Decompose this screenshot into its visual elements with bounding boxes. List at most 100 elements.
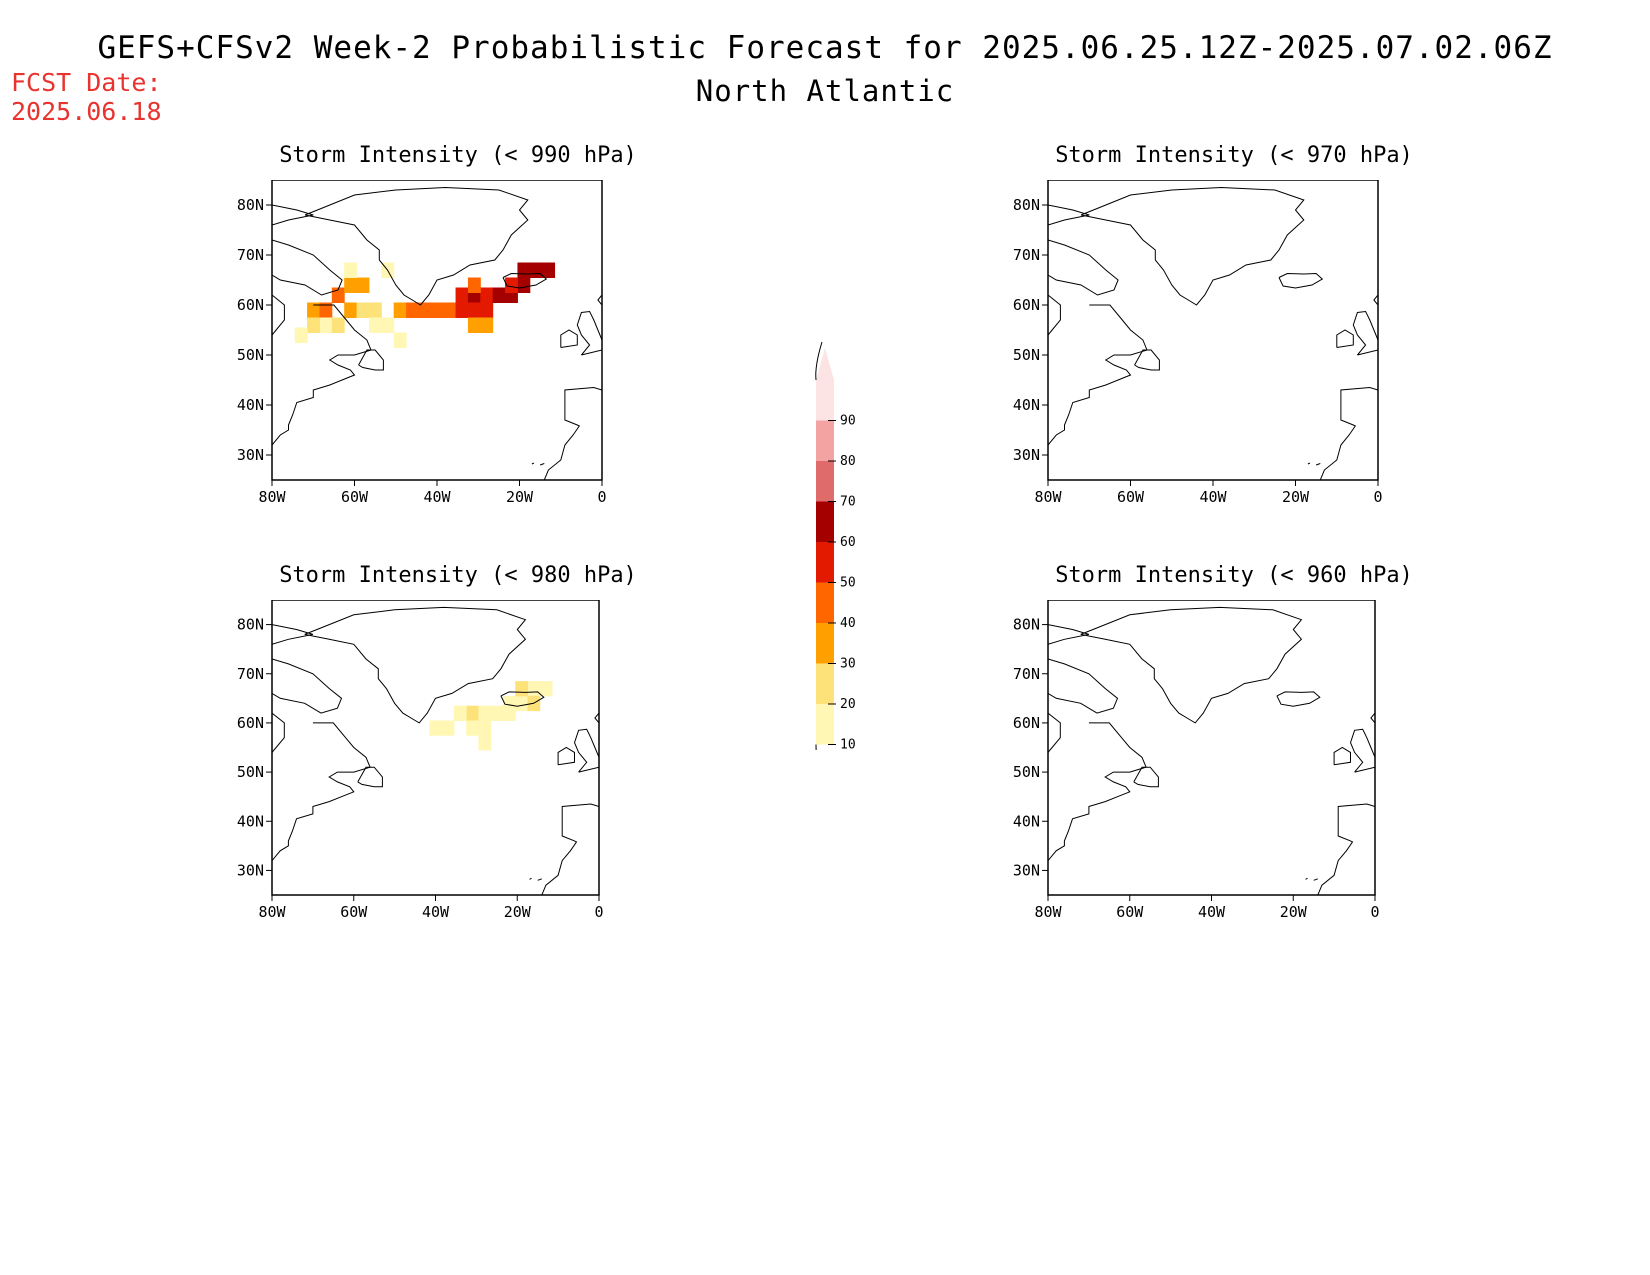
- probability-cell: [478, 720, 492, 736]
- probability-cell: [480, 302, 494, 318]
- lon-tick-label: 40W: [423, 488, 451, 506]
- probability-cell: [319, 317, 333, 333]
- coastline: [358, 349, 384, 371]
- probability-cell: [356, 302, 370, 318]
- coastline: [1048, 722, 1147, 861]
- coastline: [1048, 624, 1090, 645]
- coastline: [576, 310, 602, 356]
- lat-tick-label: 30N: [1013, 861, 1040, 879]
- lon-tick-label: 40W: [422, 903, 450, 921]
- probability-cell: [294, 327, 308, 343]
- probability-cell: [467, 302, 481, 318]
- lon-tick-label: 20W: [504, 903, 532, 921]
- lat-tick-label: 70N: [237, 246, 264, 264]
- coastline: [1333, 746, 1351, 766]
- coastline: [529, 877, 532, 880]
- probability-cell: [418, 302, 432, 318]
- coastline: [1048, 204, 1090, 226]
- map-panel-970: 80W 60W 40W 20W 0 80N 70N 60N 50N 40N 30N: [1013, 180, 1383, 506]
- coastline: [1080, 186, 1305, 306]
- colorbar-segment: [816, 542, 834, 583]
- probability-colorbar: 10 20 30 40 50 60 70 80 90: [815, 341, 856, 750]
- probability-cell: [344, 277, 358, 293]
- probability-cell: [429, 720, 443, 736]
- lon-tick-label: 60W: [340, 903, 368, 921]
- lon-tick-label: 0: [1373, 488, 1382, 506]
- lon-tick-label: 40W: [1198, 903, 1226, 921]
- coastline: [1319, 386, 1378, 480]
- colorbar-tick-label: 20: [840, 697, 856, 712]
- colorbar-cap-edge: [815, 341, 823, 381]
- probability-cell: [542, 262, 556, 278]
- probability-cell: [515, 681, 528, 697]
- lat-tick-label: 70N: [1013, 665, 1040, 683]
- map-content: [272, 606, 599, 895]
- colorbar-tick-label: 50: [840, 576, 856, 591]
- map-content: [1048, 606, 1375, 895]
- colorbar-segment: [816, 461, 834, 502]
- panel-title-960: Storm Intensity (< 960 hPa): [1055, 563, 1413, 588]
- coastline: [1307, 462, 1311, 465]
- probability-cell: [319, 302, 333, 318]
- probability-cell: [368, 302, 382, 318]
- title-line: GEFS+CFSv2 Week-2 Probabilistic Forecast…: [97, 30, 1553, 66]
- map-content: [272, 186, 602, 480]
- map-panel-980: 80W 60W 40W 20W 0 80N 70N 60N 50N 40N 30N: [237, 600, 604, 921]
- lat-tick-label: 40N: [1013, 396, 1040, 414]
- coastline: [304, 186, 529, 306]
- lon-tick-label: 80W: [1034, 903, 1062, 921]
- fcst-date-value: 2025.06.18: [11, 97, 162, 126]
- coastline: [272, 712, 285, 753]
- colorbar-tick-label: 90: [840, 414, 856, 429]
- coastline: [1048, 294, 1061, 336]
- map-panel-960: 80W 60W 40W 20W 0 80N 70N 60N 50N 40N 30N: [1013, 600, 1380, 921]
- probability-cell: [344, 302, 358, 318]
- coastline: [272, 722, 371, 861]
- colorbar-bottom-cap: [815, 744, 817, 750]
- probability-cell: [517, 277, 531, 293]
- panel-title-980: Storm Intensity (< 980 hPa): [279, 563, 637, 588]
- probability-cell: [505, 277, 518, 293]
- probability-cell: [307, 317, 320, 333]
- coastline: [1305, 877, 1308, 880]
- lat-tick-label: 40N: [1013, 812, 1040, 830]
- fcst-date-block: FCST Date: 2025.06.18: [11, 68, 162, 126]
- probability-cell: [490, 705, 504, 721]
- probability-cell: [517, 262, 531, 278]
- coastline: [1048, 239, 1119, 296]
- subtitle-line: North Atlantic: [695, 74, 955, 108]
- panel-title-990: Storm Intensity (< 990 hPa): [279, 143, 637, 168]
- coastline: [1134, 349, 1160, 371]
- probability-cell: [455, 302, 469, 318]
- lon-tick-label: 80W: [1034, 488, 1062, 506]
- coastline: [272, 294, 285, 336]
- coastline: [1315, 463, 1321, 466]
- probability-cell: [467, 317, 481, 333]
- probability-cell: [455, 287, 469, 303]
- map-frame: [1047, 180, 1379, 481]
- probability-cell: [307, 302, 320, 318]
- colorbar-top-cap: [816, 348, 834, 380]
- lon-tick-label: 0: [597, 488, 606, 506]
- lat-tick-label: 50N: [237, 763, 264, 781]
- lat-tick-label: 50N: [1013, 763, 1040, 781]
- probability-cell: [466, 705, 479, 721]
- probability-cell: [443, 302, 457, 318]
- lat-tick-label: 40N: [237, 812, 264, 830]
- probability-cell: [466, 720, 479, 736]
- probability-cell: [368, 317, 382, 333]
- probability-cell: [406, 302, 419, 318]
- coastline: [573, 728, 599, 773]
- coastline: [1317, 803, 1375, 895]
- coastline: [272, 658, 343, 714]
- colorbar-segment: [816, 420, 834, 461]
- coastline: [1278, 272, 1324, 289]
- coastline: [1133, 766, 1159, 788]
- colorbar-tick-label: 60: [840, 535, 856, 550]
- probability-cell: [393, 302, 407, 318]
- lon-tick-label: 60W: [1116, 903, 1144, 921]
- probability-cell: [539, 681, 553, 697]
- panel-title-970: Storm Intensity (< 970 hPa): [1055, 143, 1413, 168]
- probability-cell: [492, 287, 506, 303]
- coastline: [500, 691, 545, 707]
